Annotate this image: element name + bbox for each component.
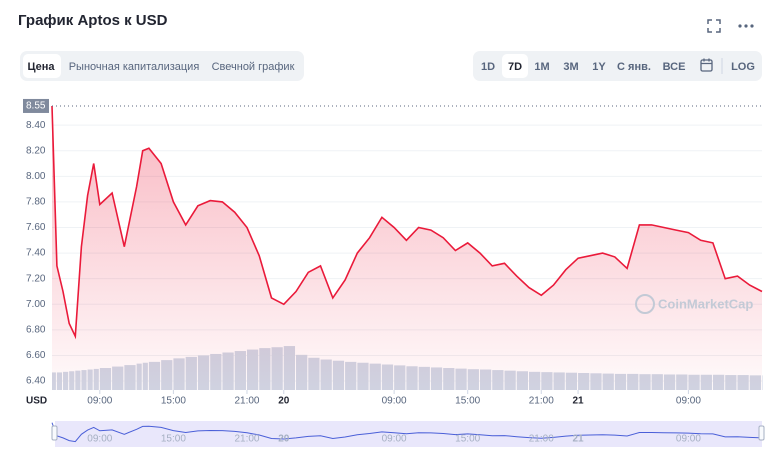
range-button[interactable]: LOG [731,61,755,73]
navigator-tick-label: 09:00 [382,434,407,445]
y-tick-label: 8.00 [26,171,46,182]
x-tick-label: 20 [278,396,290,407]
y-tick-label: 8.20 [26,145,46,156]
price-area [52,106,762,390]
navigator-handle[interactable] [758,425,765,441]
range-button[interactable]: ВСЕ [663,61,686,73]
navigator-tick-label: 20 [278,434,290,445]
y-tick-label: 6.80 [26,325,46,336]
x-tick-label: 15:00 [455,396,480,407]
y-tick-label: 8.40 [26,120,46,131]
y-tick-label: 7.40 [26,248,46,259]
watermark-logo [635,294,655,314]
range-button[interactable]: 3M [563,61,578,73]
y-unit: USD [26,396,47,407]
x-tick-label: 09:00 [87,396,112,407]
tab[interactable]: Свечной график [212,61,295,73]
navigator-tick-label: 09:00 [87,434,112,445]
range-button[interactable]: 7D [508,61,522,73]
expand-icon[interactable] [707,19,721,33]
calendar-icon[interactable] [700,58,713,72]
y-tick-label: 7.60 [26,222,46,233]
watermark: CoinMarketCap [658,296,753,311]
x-tick-label: 09:00 [382,396,407,407]
y-tick-label: 6.40 [26,376,46,387]
y-tick-label: 7.80 [26,197,46,208]
range-button[interactable]: 1M [534,61,549,73]
tab[interactable]: Цена [27,61,55,73]
navigator-tick-label: 21:00 [234,434,259,445]
tab[interactable]: Рыночная капитализация [69,61,200,73]
y-tick-label: 7.20 [26,273,46,284]
more-icon[interactable] [738,24,754,28]
navigator-tick-label: 15:00 [161,434,186,445]
navigator-handle[interactable] [51,425,58,441]
y-tick-label: 7.00 [26,299,46,310]
x-tick-label: 21:00 [234,396,259,407]
y-tick-label: 6.60 [26,350,46,361]
x-tick-label: 09:00 [676,396,701,407]
range-button[interactable]: 1D [481,61,495,73]
x-tick-label: 21 [572,396,584,407]
navigator-line [51,422,763,443]
x-tick-label: 15:00 [161,396,186,407]
range-button[interactable]: 1Y [592,61,606,73]
range-active [502,54,528,78]
title: График Aptos к USD [18,12,168,29]
tab-group [20,51,304,81]
range-button[interactable]: С янв. [617,61,651,73]
volume-bar [762,375,763,390]
x-tick-label: 21:00 [529,396,554,407]
tab-active [23,54,61,78]
range-group [473,51,762,81]
navigator-tick-label: 09:00 [676,434,701,445]
navigator-tick-label: 21:00 [529,434,554,445]
reference-badge [23,98,49,113]
navigator-tick-label: 15:00 [455,434,480,445]
navigator-tick-label: 21 [572,434,584,445]
price-line [51,105,763,340]
reference-label: 8.55 [26,101,46,112]
